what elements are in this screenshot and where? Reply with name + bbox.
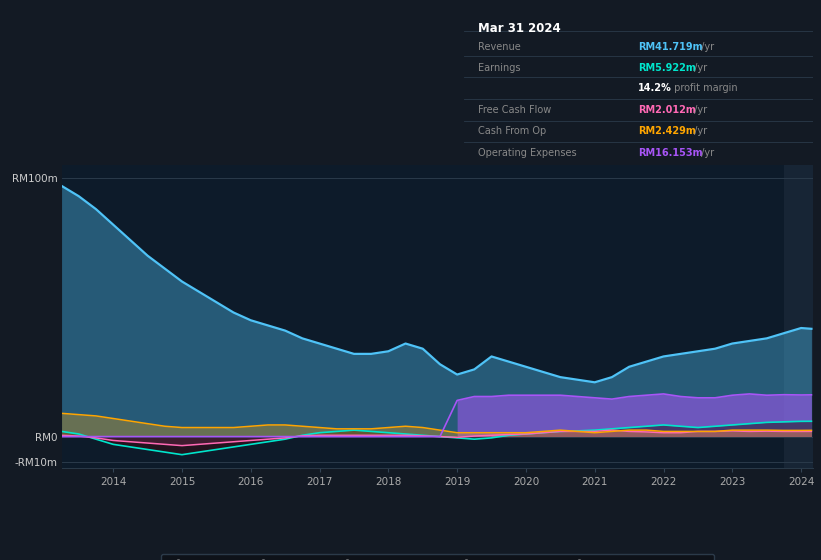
Text: Cash From Op: Cash From Op — [478, 127, 546, 136]
Text: /yr: /yr — [691, 105, 708, 115]
Text: Earnings: Earnings — [478, 63, 521, 73]
Text: /yr: /yr — [691, 63, 708, 73]
Text: 14.2%: 14.2% — [639, 83, 672, 93]
Text: profit margin: profit margin — [672, 83, 738, 93]
Text: Operating Expenses: Operating Expenses — [478, 148, 576, 158]
Bar — [784, 165, 813, 468]
Text: Free Cash Flow: Free Cash Flow — [478, 105, 551, 115]
Text: RM41.719m: RM41.719m — [639, 41, 703, 52]
Text: /yr: /yr — [698, 148, 714, 158]
Text: RM2.429m: RM2.429m — [639, 127, 696, 136]
Text: RM16.153m: RM16.153m — [639, 148, 703, 158]
Text: Mar 31 2024: Mar 31 2024 — [478, 22, 561, 35]
Legend: Revenue, Earnings, Free Cash Flow, Cash From Op, Operating Expenses: Revenue, Earnings, Free Cash Flow, Cash … — [161, 554, 713, 560]
Text: Revenue: Revenue — [478, 41, 521, 52]
Text: RM5.922m: RM5.922m — [639, 63, 696, 73]
Text: /yr: /yr — [691, 127, 708, 136]
Text: /yr: /yr — [698, 41, 714, 52]
Text: RM2.012m: RM2.012m — [639, 105, 696, 115]
